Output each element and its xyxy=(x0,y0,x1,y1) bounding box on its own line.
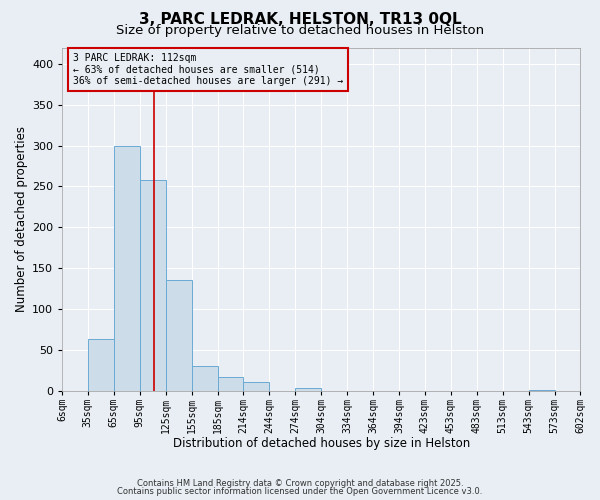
Text: 3, PARC LEDRAK, HELSTON, TR13 0QL: 3, PARC LEDRAK, HELSTON, TR13 0QL xyxy=(139,12,461,28)
Bar xyxy=(166,280,192,390)
Bar xyxy=(218,376,243,390)
Bar xyxy=(113,146,140,390)
Bar xyxy=(192,366,218,390)
Text: Contains public sector information licensed under the Open Government Licence v3: Contains public sector information licen… xyxy=(118,487,482,496)
Text: Size of property relative to detached houses in Helston: Size of property relative to detached ho… xyxy=(116,24,484,37)
X-axis label: Distribution of detached houses by size in Helston: Distribution of detached houses by size … xyxy=(173,437,470,450)
Text: Contains HM Land Registry data © Crown copyright and database right 2025.: Contains HM Land Registry data © Crown c… xyxy=(137,478,463,488)
Bar xyxy=(295,388,321,390)
Y-axis label: Number of detached properties: Number of detached properties xyxy=(15,126,28,312)
Bar xyxy=(243,382,269,390)
Text: 3 PARC LEDRAK: 112sqm
← 63% of detached houses are smaller (514)
36% of semi-det: 3 PARC LEDRAK: 112sqm ← 63% of detached … xyxy=(73,52,343,86)
Bar xyxy=(88,339,113,390)
Bar xyxy=(140,180,166,390)
